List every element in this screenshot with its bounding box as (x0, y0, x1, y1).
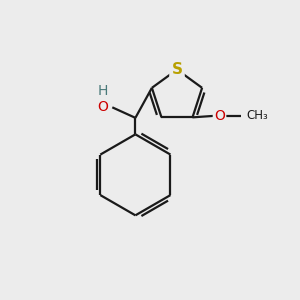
Text: CH₃: CH₃ (247, 110, 268, 122)
Text: O: O (214, 109, 225, 123)
Text: H: H (97, 84, 108, 98)
Text: S: S (172, 62, 182, 77)
Text: O: O (97, 100, 108, 114)
